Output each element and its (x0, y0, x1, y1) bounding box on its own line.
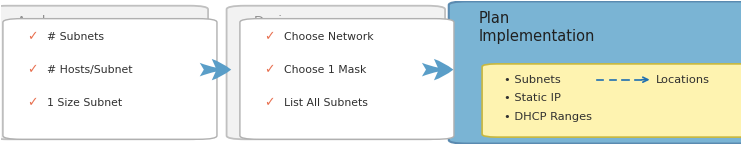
Text: List All Subnets: List All Subnets (284, 98, 368, 108)
FancyBboxPatch shape (449, 1, 742, 144)
Text: Choose Network: Choose Network (284, 32, 374, 42)
Text: ✓: ✓ (27, 96, 38, 109)
Text: • Subnets: • Subnets (505, 75, 561, 85)
Text: 1 Size Subnet: 1 Size Subnet (47, 98, 122, 108)
Text: ✓: ✓ (264, 30, 275, 43)
FancyBboxPatch shape (226, 6, 445, 139)
Text: # Hosts/Subnet: # Hosts/Subnet (47, 65, 133, 75)
Text: # Subnets: # Subnets (47, 32, 105, 42)
FancyBboxPatch shape (240, 19, 454, 139)
Text: Analyze
Needs: Analyze Needs (17, 15, 70, 44)
FancyBboxPatch shape (3, 19, 217, 139)
Text: ✓: ✓ (264, 63, 275, 76)
Text: ✓: ✓ (264, 96, 275, 109)
Text: Plan
Implementation: Plan Implementation (479, 11, 595, 44)
Text: ✓: ✓ (27, 63, 38, 76)
FancyBboxPatch shape (0, 6, 208, 139)
Text: Locations: Locations (656, 75, 710, 85)
Text: ✓: ✓ (27, 30, 38, 43)
Text: • DHCP Ranges: • DHCP Ranges (505, 112, 592, 122)
Text: • Static IP: • Static IP (505, 93, 561, 103)
FancyBboxPatch shape (482, 64, 742, 137)
Text: Choose 1 Mask: Choose 1 Mask (284, 65, 367, 75)
Text: Design
Subnets: Design Subnets (254, 15, 308, 44)
